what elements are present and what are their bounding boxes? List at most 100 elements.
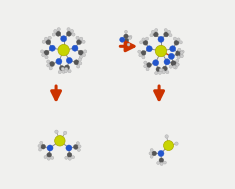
Circle shape xyxy=(178,48,181,51)
Circle shape xyxy=(151,30,155,33)
Circle shape xyxy=(68,157,71,160)
Circle shape xyxy=(179,41,182,44)
Circle shape xyxy=(138,50,141,53)
Circle shape xyxy=(162,66,167,71)
Circle shape xyxy=(155,29,158,32)
Circle shape xyxy=(44,37,48,40)
Circle shape xyxy=(57,28,60,31)
Circle shape xyxy=(173,37,176,40)
Circle shape xyxy=(145,37,149,40)
Circle shape xyxy=(163,161,166,164)
Circle shape xyxy=(44,50,49,55)
Circle shape xyxy=(155,45,167,57)
Circle shape xyxy=(180,55,183,58)
Circle shape xyxy=(79,62,82,65)
Circle shape xyxy=(46,40,51,45)
Circle shape xyxy=(169,65,172,68)
Circle shape xyxy=(77,148,80,151)
Circle shape xyxy=(159,158,164,163)
Circle shape xyxy=(78,145,81,148)
Circle shape xyxy=(56,31,61,36)
Circle shape xyxy=(180,51,183,54)
Circle shape xyxy=(49,45,55,51)
Circle shape xyxy=(159,68,162,72)
Circle shape xyxy=(58,70,61,74)
Circle shape xyxy=(127,43,130,46)
Circle shape xyxy=(67,31,71,36)
Circle shape xyxy=(146,68,149,71)
Circle shape xyxy=(175,142,178,145)
Circle shape xyxy=(176,59,179,62)
Circle shape xyxy=(156,67,161,72)
Circle shape xyxy=(144,61,147,64)
Circle shape xyxy=(173,65,176,68)
Circle shape xyxy=(68,70,71,73)
Circle shape xyxy=(160,162,163,165)
Circle shape xyxy=(74,145,78,149)
Circle shape xyxy=(171,61,176,66)
Circle shape xyxy=(129,36,132,40)
Circle shape xyxy=(158,36,164,42)
Circle shape xyxy=(52,33,55,36)
Circle shape xyxy=(181,50,184,53)
Circle shape xyxy=(78,58,82,61)
Circle shape xyxy=(180,54,183,57)
Circle shape xyxy=(66,57,72,64)
Circle shape xyxy=(150,34,153,37)
Circle shape xyxy=(82,40,85,43)
Circle shape xyxy=(63,131,67,135)
Circle shape xyxy=(51,156,54,159)
Circle shape xyxy=(65,156,68,159)
Circle shape xyxy=(125,30,127,33)
Circle shape xyxy=(45,56,48,59)
Circle shape xyxy=(152,151,157,156)
Circle shape xyxy=(176,63,179,66)
Circle shape xyxy=(129,35,132,38)
Circle shape xyxy=(176,63,179,66)
Circle shape xyxy=(172,61,176,66)
Circle shape xyxy=(47,60,50,63)
Circle shape xyxy=(165,135,168,138)
Circle shape xyxy=(78,50,83,55)
Circle shape xyxy=(72,33,75,36)
Circle shape xyxy=(39,148,42,151)
Circle shape xyxy=(140,41,143,44)
Circle shape xyxy=(124,38,129,43)
Circle shape xyxy=(70,29,74,33)
Circle shape xyxy=(66,145,72,151)
Circle shape xyxy=(79,56,82,59)
Circle shape xyxy=(82,53,86,57)
Circle shape xyxy=(67,153,72,157)
Circle shape xyxy=(120,37,125,42)
Circle shape xyxy=(64,70,67,73)
Circle shape xyxy=(77,40,82,45)
Circle shape xyxy=(42,53,45,57)
Circle shape xyxy=(164,29,167,32)
Circle shape xyxy=(64,65,70,70)
Circle shape xyxy=(158,71,161,74)
Circle shape xyxy=(143,40,148,45)
Circle shape xyxy=(55,130,58,133)
Circle shape xyxy=(153,60,159,66)
Circle shape xyxy=(48,36,51,40)
Circle shape xyxy=(167,30,171,33)
Circle shape xyxy=(50,61,55,67)
Circle shape xyxy=(164,32,169,37)
Circle shape xyxy=(38,144,41,147)
Circle shape xyxy=(124,34,128,39)
Circle shape xyxy=(76,142,79,145)
Circle shape xyxy=(47,145,53,151)
Circle shape xyxy=(177,38,180,41)
Circle shape xyxy=(142,38,145,41)
Circle shape xyxy=(164,59,170,65)
Circle shape xyxy=(150,155,153,158)
Circle shape xyxy=(40,141,43,144)
Circle shape xyxy=(40,50,44,53)
Circle shape xyxy=(164,141,173,150)
Circle shape xyxy=(72,156,75,159)
Circle shape xyxy=(174,66,177,69)
Circle shape xyxy=(74,60,79,65)
Circle shape xyxy=(157,161,160,164)
Circle shape xyxy=(67,28,70,31)
Circle shape xyxy=(170,46,176,52)
